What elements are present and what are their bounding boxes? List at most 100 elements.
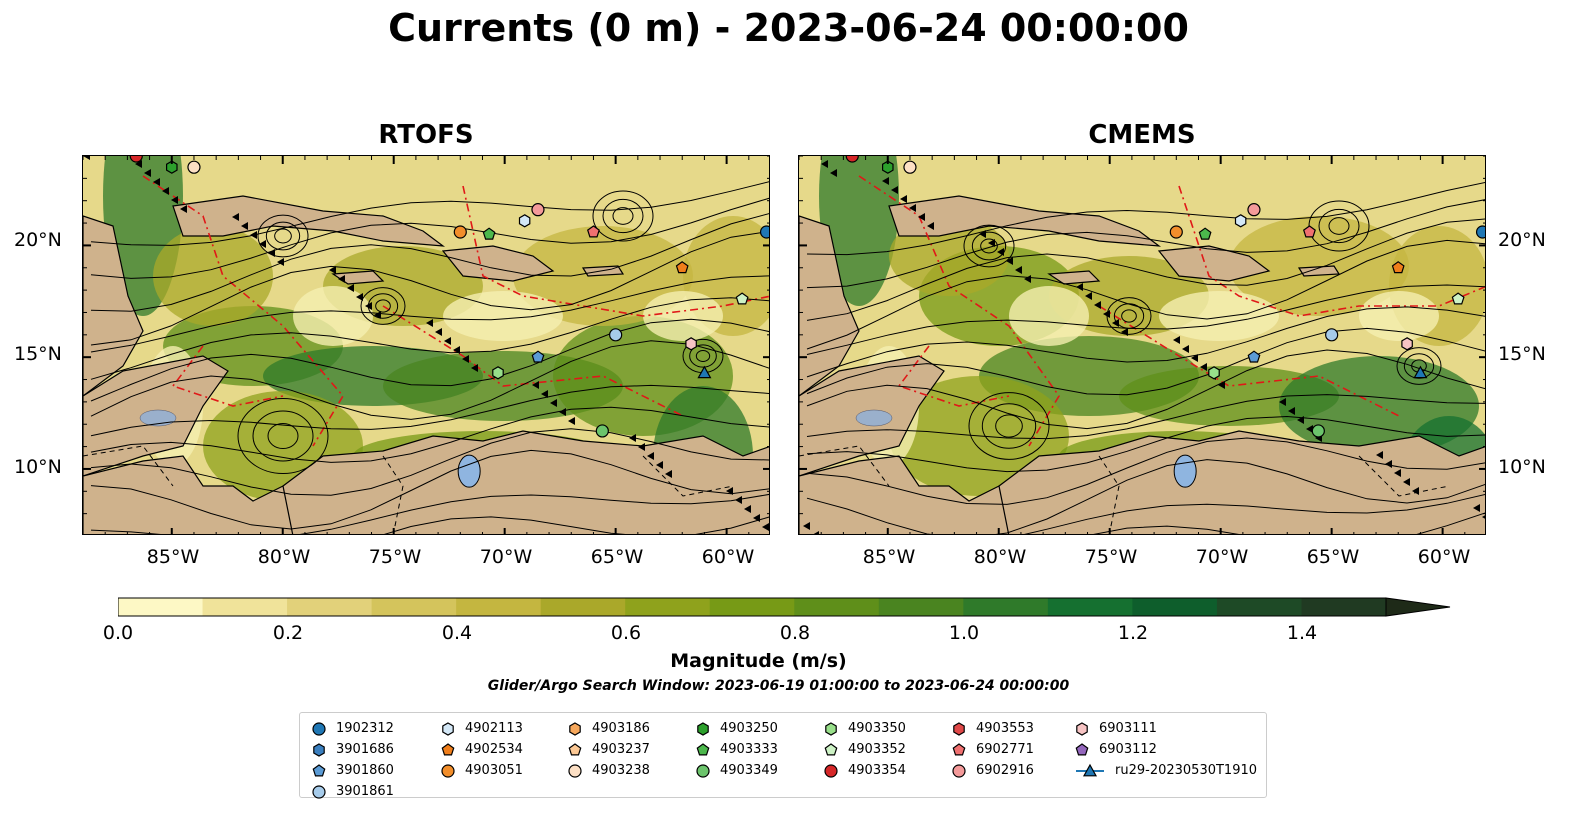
streamline: [806, 218, 1485, 321]
eddy: [602, 198, 644, 234]
streamline-arrow: [1006, 257, 1013, 265]
legend-entry: 3901860: [312, 760, 394, 781]
legend-label: 4903051: [465, 763, 523, 778]
colorbar-segment: [625, 598, 711, 616]
eddy: [981, 403, 1037, 449]
lon-label: 65°W: [590, 546, 644, 568]
land-mass: [172, 195, 446, 247]
float-marker: [1169, 225, 1183, 239]
streamline: [806, 327, 1485, 396]
eddy: [612, 207, 634, 225]
streamline-arrow: [927, 222, 934, 230]
eddy: [980, 238, 998, 254]
lake: [855, 409, 893, 427]
float-marker: [187, 160, 201, 174]
legend-entry: 4903333: [696, 739, 778, 760]
streamline-arrow: [153, 178, 160, 186]
float-marker: [518, 214, 531, 228]
streamline-arrow: [1412, 487, 1419, 495]
streamline-arrow: [268, 249, 275, 257]
colorbar-segment: [540, 598, 626, 616]
streamline-arrow: [1306, 425, 1313, 433]
streamline-arrow: [1191, 354, 1198, 362]
lake: [1173, 454, 1197, 488]
streamline: [90, 213, 769, 312]
streamline-arrow: [909, 204, 916, 212]
streamline-arrow: [426, 319, 433, 327]
streamline-arrow: [1076, 283, 1083, 291]
legend-entry: 6903111: [1075, 718, 1257, 739]
colorbar-segment: [456, 598, 542, 616]
streamline-arrow: [1182, 345, 1189, 353]
lon-label: 75°W: [368, 546, 422, 568]
legend-label: 6903111: [1099, 721, 1157, 736]
streamline-arrow: [638, 443, 645, 451]
eddy: [689, 344, 717, 368]
legend-entry: 6902916: [952, 760, 1034, 781]
legend-entry: 6903112: [1075, 739, 1257, 760]
streamline-arrow: [1121, 328, 1128, 336]
streamline-arrow: [979, 230, 986, 238]
streamline: [90, 406, 769, 463]
lon-label: 60°W: [701, 546, 755, 568]
land-mass: [1157, 245, 1271, 282]
streamline: [384, 516, 769, 534]
legend-column: 4903186 4903237 4903238: [568, 718, 650, 781]
streamline-arrow: [988, 239, 995, 247]
land-mass: [799, 215, 860, 397]
streamline-arrow: [180, 205, 187, 213]
speed-patch: [443, 291, 563, 341]
streamline: [90, 384, 769, 437]
streamline-arrow: [1103, 310, 1110, 318]
float-marker: [881, 160, 894, 174]
search-window-text: Glider/Argo Search Window: 2023-06-19 01…: [487, 678, 1070, 694]
colorbar-segment: [709, 598, 795, 616]
streamline-arrow: [997, 248, 1004, 256]
float-marker: [1198, 227, 1212, 240]
lon-label: 70°W: [479, 546, 533, 568]
colorbar-segment: [118, 598, 204, 616]
streamline-arrow: [629, 434, 636, 442]
streamline-arrow: [647, 452, 654, 460]
streamline-arrow: [1297, 416, 1304, 424]
legend-marker-hexagon: [953, 721, 965, 736]
legend-label: 4903350: [848, 721, 906, 736]
streamline-arrow: [762, 523, 769, 531]
boundary-line: [1178, 185, 1485, 317]
float-marker: [586, 225, 600, 238]
lon-label: 80°W: [257, 546, 311, 568]
streamline-arrow: [753, 514, 760, 522]
eddy: [1396, 347, 1442, 385]
colorbar-tick: 0.0: [102, 622, 134, 644]
speed-patch: [153, 226, 273, 326]
streamline-arrow: [550, 399, 557, 407]
streamline-arrow: [329, 266, 336, 274]
streamline-arrow: [665, 470, 672, 478]
legend-marker-pentagon: [1075, 742, 1089, 755]
legend-column: 4903350 4903352 4903354: [824, 718, 906, 781]
legend-marker-circle: [312, 721, 326, 736]
legend-marker-pentagon: [824, 742, 838, 755]
streamline-arrow: [1288, 407, 1295, 415]
streamline: [90, 318, 769, 402]
streamline-arrow: [541, 390, 548, 398]
streamline-arrow: [1200, 363, 1207, 371]
streamline-arrow: [435, 328, 442, 336]
legend-entry: 4902113: [441, 718, 523, 739]
streamline-arrow: [338, 275, 345, 283]
speed-patch: [1159, 291, 1279, 341]
legend-entry: ru29-20230530T1910: [1075, 760, 1257, 781]
streamline-arrow: [1473, 504, 1480, 512]
streamline-arrow: [1094, 301, 1101, 309]
streamline-arrow: [656, 461, 663, 469]
float-marker: [1413, 365, 1428, 379]
legend-label: 6902771: [976, 742, 1034, 757]
speed-patch: [1009, 286, 1089, 346]
land-mass: [441, 245, 555, 282]
legend-entry: 1902312: [312, 718, 394, 739]
lon-label: 85°W: [862, 546, 916, 568]
legend-entry: 4903186: [568, 718, 650, 739]
lon-label: 60°W: [1417, 546, 1471, 568]
legend-marker-circle: [952, 763, 966, 778]
streamline-arrow: [162, 187, 169, 195]
